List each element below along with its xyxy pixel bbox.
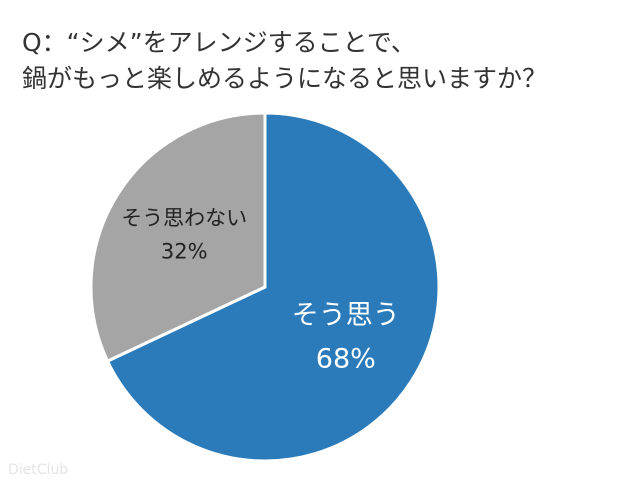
value-label: 68% — [316, 343, 376, 374]
slice-label: そう思う — [292, 300, 400, 331]
chart-title: Q：“シメ”をアレンジすることで、 — [22, 28, 416, 57]
watermark: DietClub — [8, 462, 68, 478]
pie-slice — [89, 111, 267, 364]
value-label: 32% — [161, 240, 208, 264]
slice-label: そう思わない — [121, 206, 247, 230]
chart-title: 鍋がもっと楽しめるようになると思いますか？ — [22, 64, 547, 93]
pie-slice — [105, 111, 441, 463]
